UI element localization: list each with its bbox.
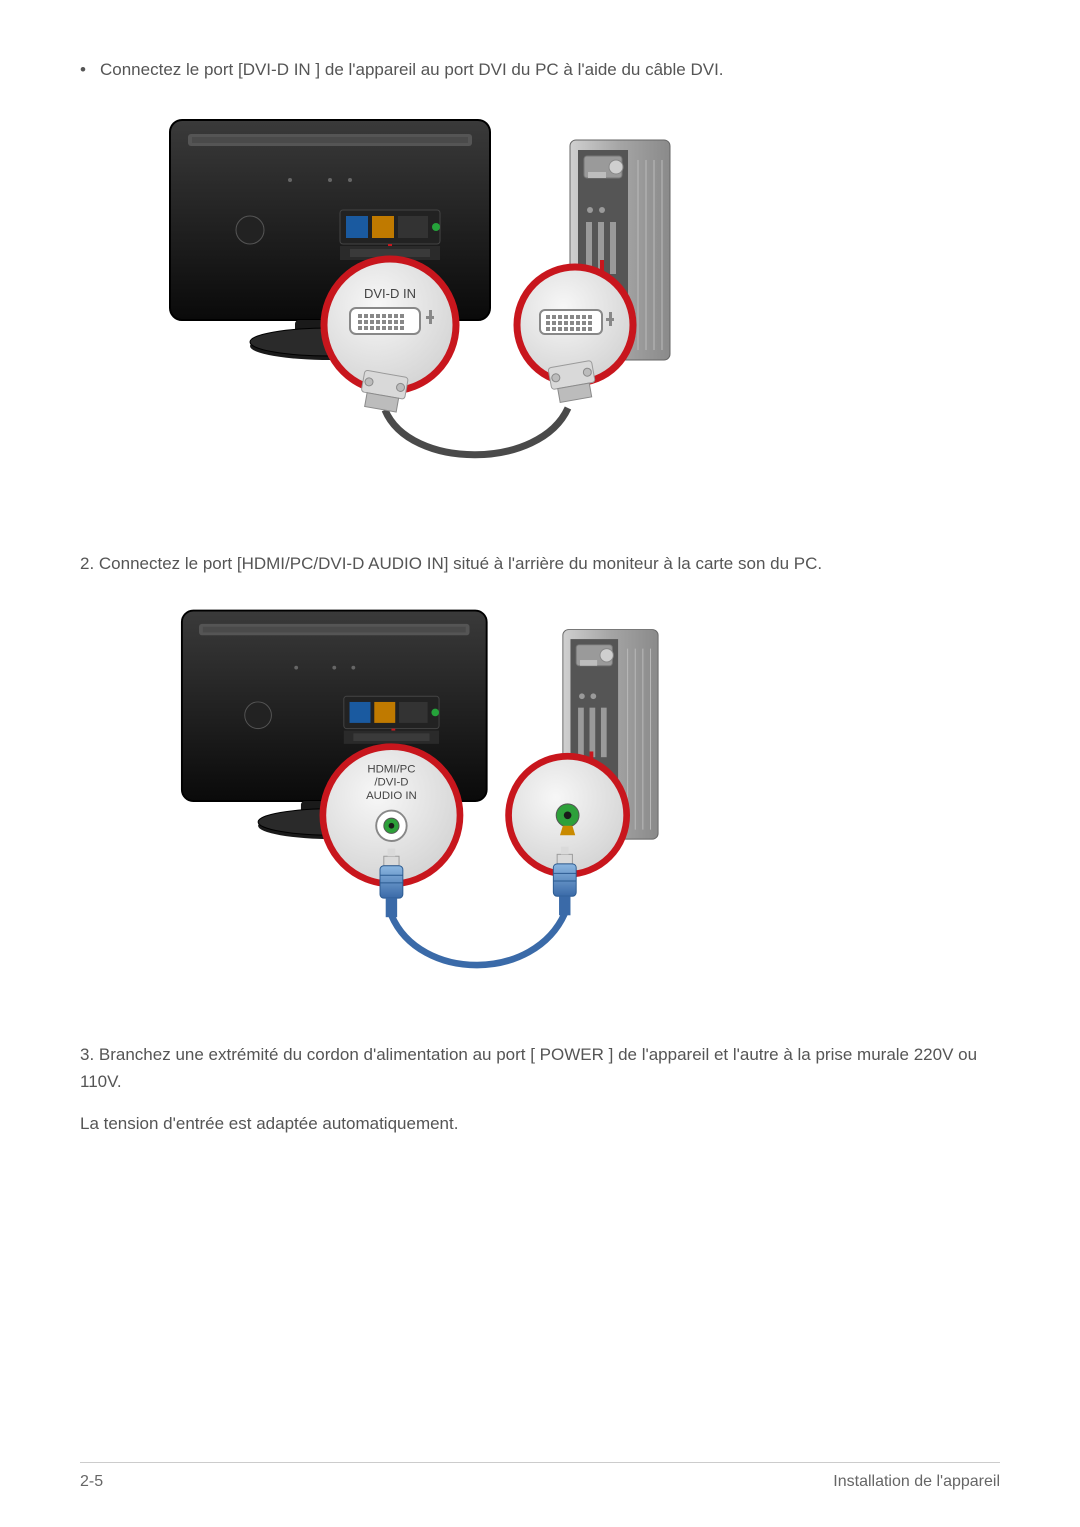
footer-page-number: 2-5 — [80, 1473, 103, 1491]
step3-text-2: La tension d'entrée est adaptée automati… — [80, 1110, 1000, 1137]
step2-text: 2. Connectez le port [HDMI/PC/DVI-D AUDI… — [80, 550, 1000, 577]
svg-text:AUDIO IN: AUDIO IN — [366, 790, 417, 802]
illustration-dvi: DVI-D IN — [80, 110, 1000, 510]
svg-text:/DVI-D: /DVI-D — [374, 777, 408, 789]
dvi-label: DVI-D IN — [364, 286, 416, 301]
audio-diagram-svg: HDMI/PC /DVI-D AUDIO IN — [140, 601, 700, 1001]
step3-text-1: 3. Branchez une extrémité du cordon d'al… — [80, 1041, 1000, 1095]
footer-section-title: Installation de l'appareil — [833, 1473, 1000, 1491]
svg-text:HDMI/PC: HDMI/PC — [367, 764, 415, 776]
page-footer: 2-5 Installation de l'appareil — [80, 1462, 1000, 1491]
page: • Connectez le port [DVI-D IN ] de l'app… — [0, 0, 1080, 1527]
bullet-item: • Connectez le port [DVI-D IN ] de l'app… — [80, 60, 1000, 80]
dvi-diagram-svg: DVI-D IN — [140, 110, 700, 510]
bullet-text: Connectez le port [DVI-D IN ] de l'appar… — [100, 60, 724, 80]
bullet-dot: • — [80, 60, 100, 80]
illustration-audio: HDMI/PC /DVI-D AUDIO IN — [80, 601, 1000, 1001]
